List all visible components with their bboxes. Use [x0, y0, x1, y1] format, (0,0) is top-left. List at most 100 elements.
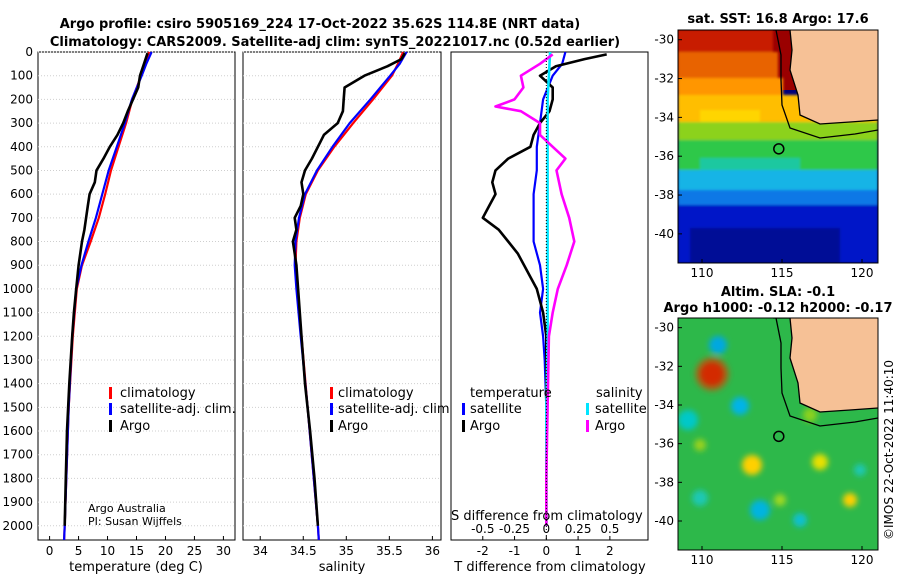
- latitude-tick-label: -34: [654, 110, 674, 124]
- legend-s-satellite-swatch: [586, 403, 589, 415]
- depth-tick-label: 0: [25, 45, 33, 59]
- latitude-tick-label: -38: [654, 475, 674, 489]
- sla-map-image: [678, 318, 878, 550]
- depth-tick-label: 1700: [2, 448, 33, 462]
- depth-tick-label: 100: [10, 69, 33, 83]
- depth-tick-label: 800: [10, 235, 33, 249]
- legend-climatology-label: climatology: [338, 386, 414, 401]
- sst-map-image: [678, 30, 878, 263]
- depth-tick-label: 1400: [2, 377, 33, 391]
- sla-map-title-line2: Argo h1000: -0.12 h2000: -0.17: [663, 301, 892, 316]
- credit-line1: Argo Australia: [88, 502, 166, 515]
- sla-latitude-labels: -30 -32 -34 -36 -38 -40: [654, 321, 682, 528]
- t-difference-tick-labels: -2 -1 0 1 2: [477, 536, 614, 558]
- sst-map-panel: sat. SST: 16.8 Argo: 17.6: [654, 12, 879, 280]
- legend-s-argo-label: Argo: [595, 419, 625, 434]
- t-difference-tick-label: -1: [509, 544, 521, 558]
- longitude-tick-label: 115: [771, 553, 794, 567]
- legend-argo-swatch: [330, 420, 333, 432]
- temperature-tick-label: 30: [216, 544, 231, 558]
- legend-climatology-swatch: [330, 387, 333, 399]
- series-line-temperature-satellite: [532, 51, 567, 526]
- latitude-tick-label: -32: [654, 359, 674, 373]
- sla-map-panel: Altim. SLA: -0.1 Argo h1000: -0.12 h2000…: [654, 285, 892, 567]
- depth-tick-label: 1500: [2, 400, 33, 414]
- legend-satellite-label: satellite-adj. clim.: [120, 402, 236, 417]
- temperature-tick-label: 20: [158, 544, 173, 558]
- t-difference-axis-label: T difference from climatology: [453, 560, 646, 575]
- temperature-axis-label: temperature (deg C): [69, 560, 203, 575]
- temperature-tick-labels: 0 5 10 15 20 25 30: [46, 536, 231, 558]
- s-difference-tick-labels: -0.5 -0.25 0 0.25 0.5: [471, 522, 619, 536]
- depth-tick-label: 300: [10, 116, 33, 130]
- depth-tick-label: 600: [10, 187, 33, 201]
- depth-tick-label: 900: [10, 258, 33, 272]
- depth-tick-label: 200: [10, 92, 33, 106]
- latitude-tick-label: -40: [654, 227, 674, 241]
- sst-map-title: sat. SST: 16.8 Argo: 17.6: [687, 12, 868, 27]
- legend-satellite-swatch: [109, 403, 112, 415]
- longitude-tick-label: 115: [771, 266, 794, 280]
- t-difference-tick-label: 2: [606, 544, 614, 558]
- difference-axes: [450, 51, 649, 541]
- credit-line2: PI: Susan Wijffels: [88, 515, 182, 528]
- series-line-temperature-argo: [481, 53, 607, 526]
- sst-latitude-labels: -30 -32 -34 -36 -38 -40: [654, 33, 682, 241]
- difference-panel: -2 -1 0 1 2 -0.5 -0.25 0 0.25 0.5 S difference f…: [450, 51, 649, 575]
- t-difference-tick-label: -2: [477, 544, 489, 558]
- legend-argo-label: Argo: [338, 419, 368, 434]
- longitude-tick-label: 120: [851, 266, 874, 280]
- sla-map-frame: [677, 317, 879, 551]
- depth-tick-label: 700: [10, 211, 33, 225]
- depth-tick-label: 1000: [2, 282, 33, 296]
- series-line-salinity-argo: [494, 53, 576, 526]
- salinity-panel: 34 34.5 35 35.5 36 salinity climatology sate…: [242, 51, 454, 575]
- longitude-tick-label: 120: [851, 553, 874, 567]
- sst-map-frame: [677, 29, 879, 264]
- salinity-tick-label: 35.5: [376, 544, 403, 558]
- depth-tick-label: 1100: [2, 306, 33, 320]
- depth-tick-label: 2000: [2, 519, 33, 533]
- s-difference-tick-label: -0.5: [471, 522, 494, 536]
- salinity-grid: [243, 51, 441, 527]
- depth-tick-labels: 0 100 200 300 400 500 600 700 800 900 1000 1100 1200…: [2, 45, 33, 533]
- sla-map-title-line1: Altim. SLA: -0.1: [721, 285, 835, 300]
- salinity-axis-label: salinity: [319, 560, 366, 575]
- legend-temperature-title: temperature: [470, 386, 552, 401]
- latitude-tick-label: -36: [654, 437, 674, 451]
- temperature-tick-label: 0: [46, 544, 54, 558]
- sst-longitude-labels: 110 115 120: [691, 259, 874, 280]
- s-difference-tick-label: 0.25: [565, 522, 592, 536]
- temperature-legend: climatology satellite-adj. clim. Argo: [109, 386, 236, 434]
- depth-tick-label: 1800: [2, 471, 33, 485]
- legend-t-satellite-label: satellite: [470, 402, 522, 417]
- temperature-panel: 0100200300400500600700800900100011001200…: [2, 45, 235, 575]
- temperature-axes: [37, 51, 236, 541]
- imos-watermark: ©IMOS 22-Oct-2022 11:40:10: [882, 360, 896, 540]
- figure-title-line1: Argo profile: csiro 5905169_224 17-Oct-2…: [60, 17, 581, 32]
- series-line-argo: [63, 52, 149, 526]
- salinity-tick-label: 36: [425, 544, 440, 558]
- s-difference-tick-label: 0: [543, 522, 551, 536]
- legend-s-argo-swatch: [586, 420, 589, 432]
- legend-satellite-swatch: [330, 403, 333, 415]
- temperature-tick-label: 5: [75, 544, 83, 558]
- difference-legend: temperature salinity satellite Argo sate…: [462, 386, 647, 434]
- salinity-tick-label: 34: [253, 544, 268, 558]
- depth-tick-label: 500: [10, 163, 33, 177]
- legend-argo-swatch: [109, 420, 112, 432]
- t-difference-tick-label: 0: [543, 544, 551, 558]
- salinity-tick-labels: 34 34.5 35 35.5 36: [253, 536, 440, 558]
- figure-title-line2: Climatology: CARS2009. Satellite-adj cli…: [50, 35, 620, 50]
- salinity-tick-label: 35: [339, 544, 354, 558]
- depth-tick-label: 1300: [2, 353, 33, 367]
- legend-t-satellite-swatch: [462, 403, 465, 415]
- argo-float-marker: [773, 143, 785, 155]
- depth-tick-label: 1600: [2, 424, 33, 438]
- s-difference-tick-label: 0.5: [600, 522, 619, 536]
- temperature-tick-label: 25: [187, 544, 202, 558]
- legend-t-argo-label: Argo: [470, 419, 500, 434]
- argo-float-marker: [773, 430, 785, 443]
- latitude-tick-label: -36: [654, 149, 674, 163]
